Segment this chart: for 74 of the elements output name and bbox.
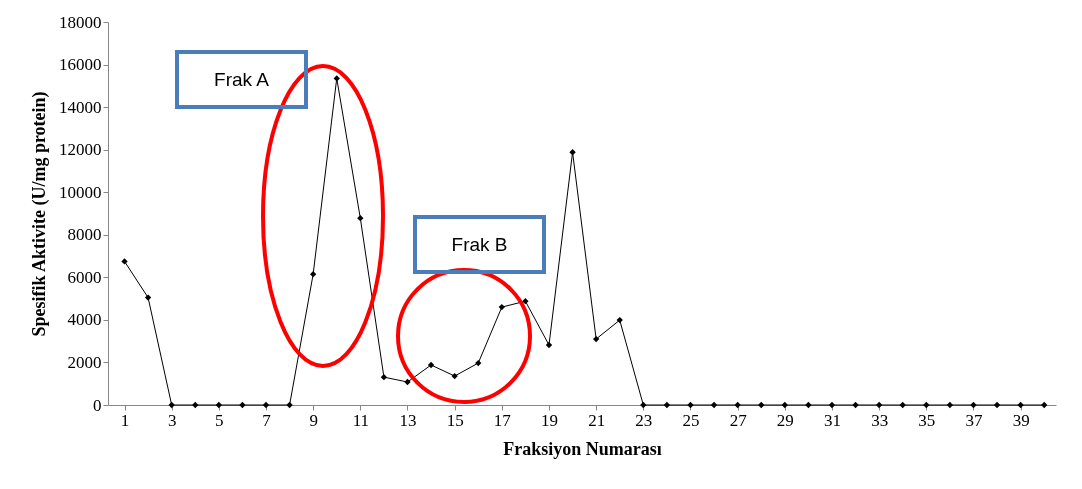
point: [144, 294, 152, 301]
point: [262, 401, 270, 409]
point: [640, 401, 647, 409]
point: [357, 215, 364, 222]
point: [168, 401, 175, 409]
point: [687, 401, 694, 409]
x-tick-label: 33: [871, 410, 889, 430]
x-tick-label: 25: [682, 410, 700, 430]
x-axis-title: Fraksiyon Numarası: [503, 438, 662, 459]
point: [923, 401, 930, 409]
point: [710, 401, 718, 409]
x-tick-label: 3: [167, 410, 177, 430]
x-tick-label: 29: [776, 410, 794, 430]
point: [498, 303, 505, 311]
point: [239, 401, 246, 409]
x-tick-label: 31: [823, 410, 841, 430]
point: [404, 378, 411, 386]
point: [970, 401, 977, 409]
point: [569, 149, 576, 156]
point: [451, 372, 458, 380]
point: [734, 401, 741, 409]
point: [875, 401, 883, 409]
point: [993, 401, 1001, 409]
y-tick-label: 4000: [67, 310, 102, 330]
y-tick-label: 0: [93, 395, 102, 415]
y-tick-label: 12000: [59, 140, 102, 160]
point: [427, 361, 435, 369]
x-tick-label: 11: [352, 410, 370, 430]
point: [215, 401, 222, 409]
point: [545, 341, 553, 349]
point: [380, 373, 388, 381]
point: [333, 75, 340, 82]
y-tick-label: 16000: [59, 55, 102, 75]
point: [192, 401, 199, 409]
x-tick-label: 19: [540, 410, 558, 430]
point: [616, 316, 623, 324]
x-tick-label: 9: [309, 410, 318, 430]
y-tick-label: 6000: [67, 267, 102, 287]
annotation: Frak B: [451, 233, 508, 255]
x-tick-label: 37: [965, 410, 983, 430]
y-tick-label: 2000: [67, 352, 102, 372]
point: [1041, 401, 1048, 409]
y-axis-title: Spesifik Aktivite (U/mg protein): [29, 91, 50, 337]
y-tick-label: 18000: [59, 12, 102, 32]
x-tick-label: 35: [918, 410, 936, 430]
y-tick-label: 14000: [59, 97, 102, 117]
y-tick-label: 8000: [67, 225, 102, 245]
x-tick-label: 7: [262, 410, 272, 430]
point: [805, 401, 812, 409]
x-tick-label: 1: [120, 410, 130, 430]
point: [899, 401, 906, 409]
point: [310, 270, 317, 278]
y-tick-label: 10000: [59, 182, 102, 202]
x-tick-label: 17: [493, 410, 512, 430]
x-tick-label: 39: [1012, 410, 1030, 430]
x-tick-label: 13: [399, 410, 417, 430]
point: [286, 401, 293, 409]
point: [781, 401, 788, 409]
annotation: Frak A: [214, 68, 270, 90]
point: [475, 359, 482, 367]
point: [663, 401, 671, 409]
x-tick-label: 27: [729, 410, 748, 430]
point: [828, 401, 836, 409]
point: [1017, 401, 1024, 409]
x-tick-label: 5: [215, 410, 224, 430]
point: [946, 401, 954, 409]
point: [592, 335, 600, 343]
point: [852, 401, 859, 409]
point: [758, 401, 765, 409]
point: [522, 298, 529, 305]
x-tick-label: 23: [635, 410, 653, 430]
x-tick-label: 21: [588, 410, 606, 430]
x-tick-label: 15: [446, 410, 464, 430]
point: [121, 258, 128, 265]
